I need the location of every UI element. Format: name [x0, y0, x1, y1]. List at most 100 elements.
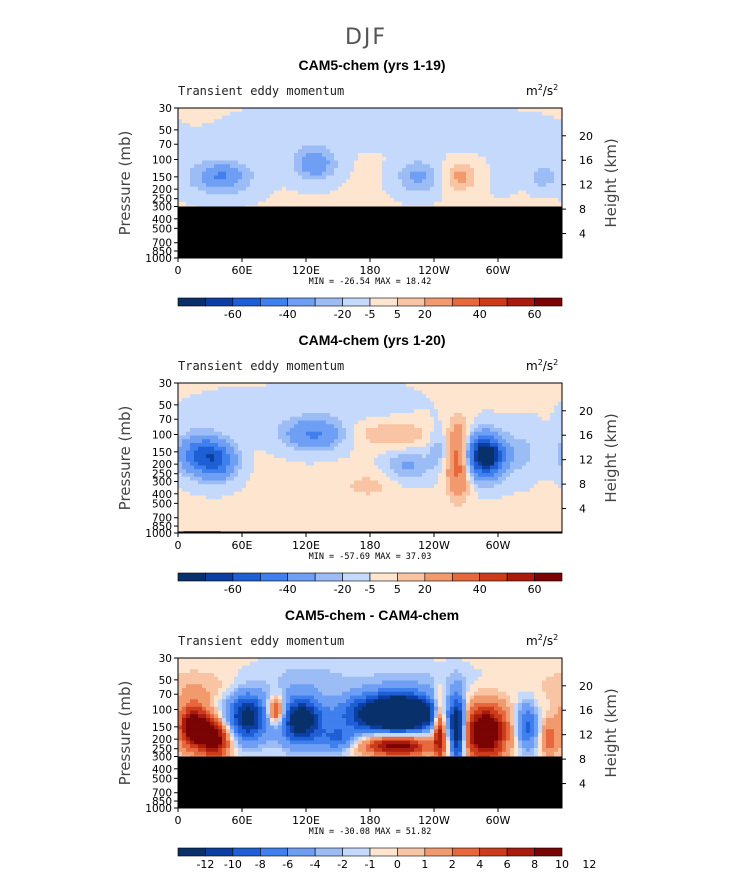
- heatmap-cell: [434, 201, 439, 207]
- heatmap-cell: [482, 416, 487, 422]
- heatmap-cell: [406, 156, 411, 162]
- heatmap-cell: [210, 160, 215, 165]
- heatmap-cell: [386, 413, 391, 418]
- heatmap-cell: [238, 168, 243, 173]
- heatmap-cell: [454, 171, 459, 177]
- heatmap-cell: [254, 123, 259, 128]
- heatmap-cell: [322, 201, 327, 207]
- heatmap-cell: [498, 190, 503, 195]
- heatmap-cell: [282, 186, 287, 192]
- heatmap-cell: [438, 194, 443, 199]
- heatmap-cell: [450, 111, 455, 117]
- heatmap-cell: [278, 156, 283, 162]
- heatmap-cell: [230, 383, 235, 388]
- heatmap-cell: [190, 405, 195, 410]
- heatmap-cell: [342, 141, 347, 147]
- heatmap-cell: [462, 171, 467, 177]
- heatmap-cell: [502, 138, 507, 143]
- heatmap-cell: [254, 164, 259, 169]
- heatmap-cell: [422, 141, 427, 147]
- heatmap-cell: [210, 416, 215, 422]
- heatmap-cell: [258, 153, 263, 158]
- heatmap-cell: [222, 386, 227, 392]
- heatmap-cell: [214, 164, 219, 169]
- heatmap-cell: [266, 179, 271, 184]
- heatmap-cell: [382, 123, 387, 128]
- heatmap-cell: [554, 179, 559, 184]
- heatmap-cell: [402, 141, 407, 147]
- heatmap-cell: [398, 179, 403, 184]
- heatmap-cell: [254, 409, 259, 414]
- heatmap-cell: [522, 201, 527, 207]
- heatmap-cell: [314, 168, 319, 173]
- heatmap-cell: [374, 123, 379, 128]
- heatmap-cell: [270, 115, 275, 120]
- heatmap-cell: [390, 134, 395, 139]
- heatmap-cell: [514, 171, 519, 177]
- heatmap-cell: [406, 186, 411, 192]
- heatmap-cell: [442, 194, 447, 199]
- heatmap-cell: [182, 115, 187, 120]
- heatmap-cell: [250, 413, 255, 418]
- heatmap-cell: [370, 160, 375, 165]
- heatmap-cell: [318, 126, 323, 132]
- heatmap-cell: [482, 111, 487, 117]
- heatmap-cell: [554, 123, 559, 128]
- heatmap-cell: [514, 126, 519, 132]
- heatmap-cell: [410, 401, 415, 407]
- heatmap-cell: [290, 398, 295, 403]
- heatmap-cell: [194, 183, 199, 188]
- heatmap-cell: [458, 123, 463, 128]
- heatmap-cell: [306, 175, 311, 180]
- heatmap-cell: [306, 149, 311, 154]
- heatmap-cell: [522, 194, 527, 199]
- heatmap-cell: [358, 175, 363, 180]
- heatmap-cell: [286, 134, 291, 139]
- heatmap-cell: [230, 401, 235, 407]
- colorbar-swatch: [369, 297, 398, 307]
- heatmap-cell: [402, 111, 407, 117]
- heatmap-cell: [550, 108, 555, 113]
- heatmap-cell: [178, 201, 183, 207]
- heatmap-cell: [278, 383, 283, 388]
- heatmap-cell: [546, 115, 551, 120]
- heatmap-cell: [454, 153, 459, 158]
- heatmap-cell: [462, 201, 467, 207]
- heatmap-cell: [282, 405, 287, 410]
- heatmap-cell: [494, 126, 499, 132]
- heatmap-cell: [462, 190, 467, 195]
- heatmap-cell: [542, 126, 547, 132]
- heatmap-cell: [314, 123, 319, 128]
- heatmap-cell: [550, 149, 555, 154]
- heatmap-cell: [418, 126, 423, 132]
- heatmap-cell: [182, 153, 187, 158]
- heatmap-cell: [258, 201, 263, 207]
- heatmap-cell: [454, 175, 459, 180]
- heatmap-cell: [358, 171, 363, 177]
- heatmap-cell: [294, 405, 299, 410]
- heatmap-cell: [514, 141, 519, 147]
- heatmap-cell: [346, 108, 351, 113]
- heatmap-cell: [254, 108, 259, 113]
- heatmap-cell: [298, 179, 303, 184]
- heatmap-cell: [358, 186, 363, 192]
- heatmap-cell: [442, 168, 447, 173]
- heatmap-cell: [550, 179, 555, 184]
- heatmap-cell: [462, 390, 467, 395]
- heatmap-cell: [478, 119, 483, 124]
- heatmap-cell: [270, 420, 275, 425]
- heatmap-cell: [422, 149, 427, 154]
- heatmap-cell: [514, 398, 519, 403]
- heatmap-cell: [182, 175, 187, 180]
- heatmap-cell: [310, 198, 315, 203]
- heatmap-cell: [334, 401, 339, 407]
- heatmap-cell: [194, 119, 199, 124]
- heatmap-cell: [434, 126, 439, 132]
- heatmap-cell: [390, 145, 395, 150]
- heatmap-cell: [326, 168, 331, 173]
- heatmap-cell: [522, 134, 527, 139]
- heatmap-cell: [354, 168, 359, 173]
- heatmap-cell: [266, 420, 271, 425]
- heatmap-cell: [486, 183, 491, 188]
- heatmap-cell: [210, 141, 215, 147]
